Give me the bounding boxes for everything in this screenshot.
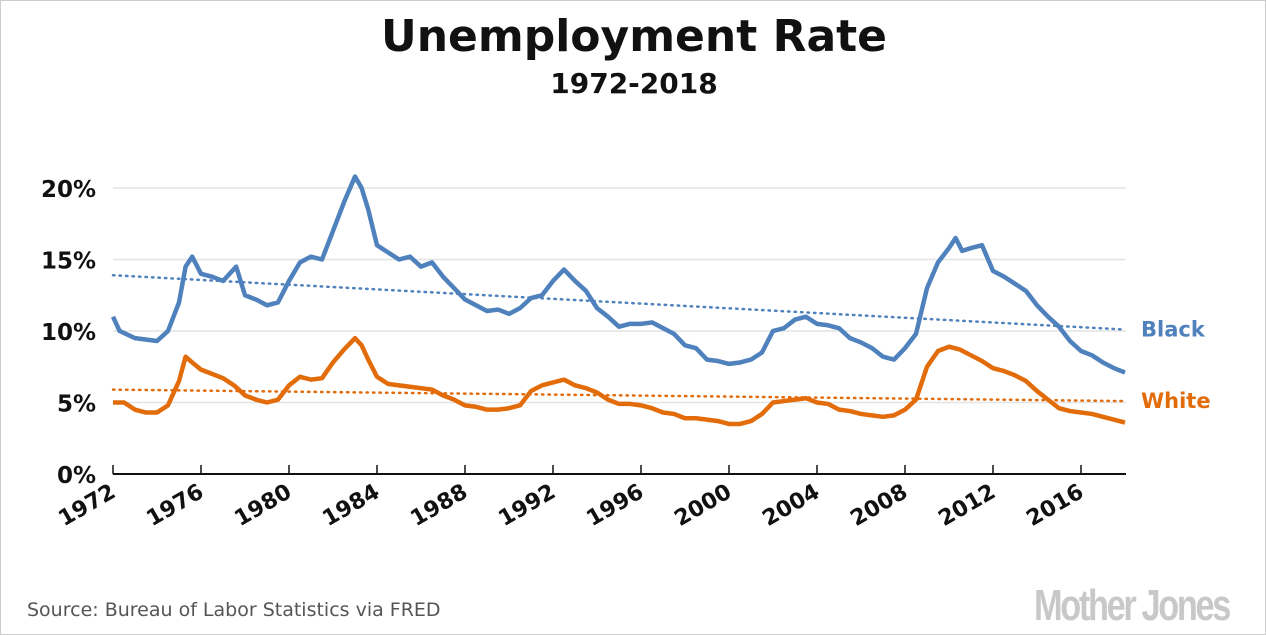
y-tick-label: 15% bbox=[41, 249, 96, 275]
x-tick-label: 2004 bbox=[758, 480, 824, 532]
mother-jones-logo: Mother Jones bbox=[1033, 581, 1231, 630]
x-tick-label: 1984 bbox=[318, 480, 384, 532]
x-tick-label: 2012 bbox=[934, 480, 1000, 532]
chart-subtitle: 1972-2018 bbox=[550, 67, 718, 100]
trendline-black bbox=[111, 273, 1127, 331]
series-line-white bbox=[113, 335, 1126, 427]
x-tick-label: 2000 bbox=[670, 480, 736, 532]
y-tick-label: 5% bbox=[57, 392, 96, 418]
trendline-white bbox=[111, 388, 1127, 403]
source-note: Source: Bureau of Labor Statistics via F… bbox=[27, 599, 441, 621]
x-tick-label: 1996 bbox=[582, 480, 648, 532]
x-tick-label: 1992 bbox=[494, 480, 560, 532]
series-line-black bbox=[110, 174, 1126, 375]
x-tick-label: 2016 bbox=[1022, 480, 1088, 532]
y-tick-label: 10% bbox=[41, 320, 96, 346]
series-label-white: White bbox=[1141, 389, 1211, 413]
y-tick-label: 20% bbox=[41, 177, 96, 203]
series-label-black: Black bbox=[1141, 318, 1206, 342]
x-tick-label: 1976 bbox=[142, 480, 208, 532]
x-tick-label: 2008 bbox=[846, 480, 912, 532]
x-tick-label: 1980 bbox=[230, 480, 296, 532]
chart-title: Unemployment Rate bbox=[380, 11, 888, 62]
x-tick-label: 1988 bbox=[406, 480, 472, 532]
y-tick-label: 0% bbox=[57, 463, 96, 489]
